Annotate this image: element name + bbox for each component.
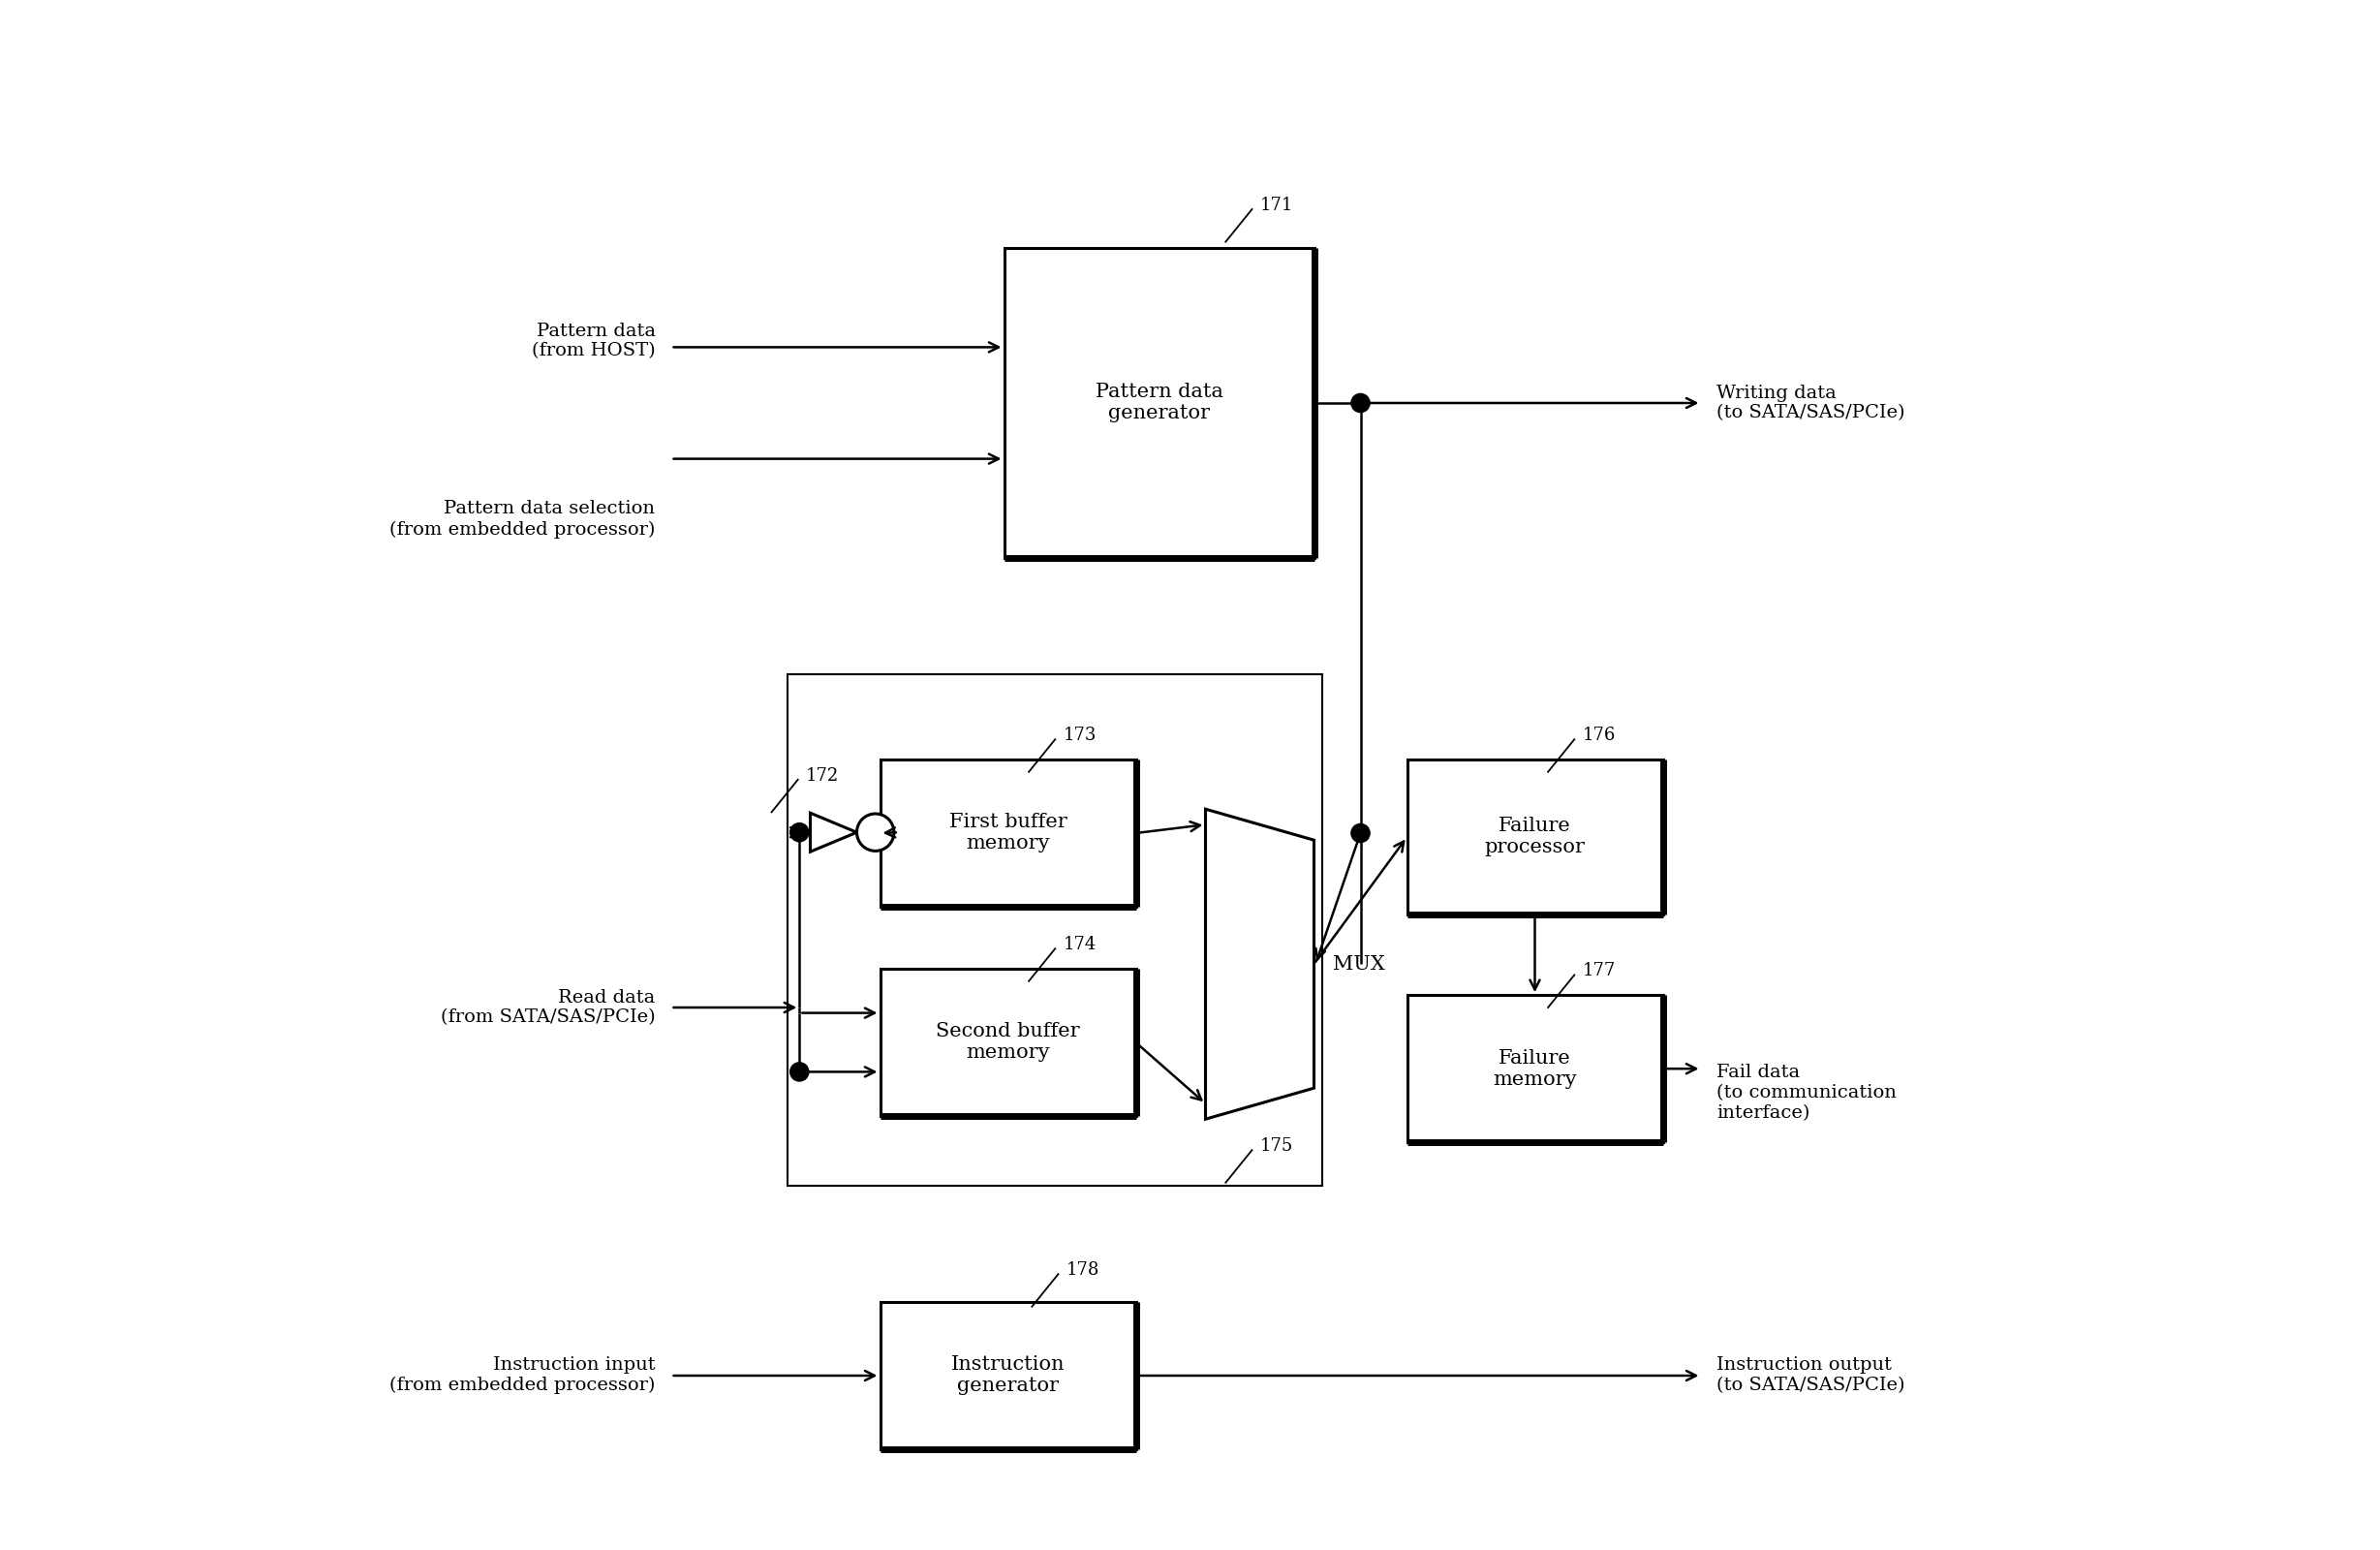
Bar	[1407, 760, 1664, 914]
Polygon shape	[809, 812, 857, 851]
Text: Instruction input
(from embedded processor): Instruction input (from embedded process…	[390, 1356, 654, 1393]
Text: 173: 173	[1064, 727, 1097, 744]
Text: Failure
processor: Failure processor	[1485, 817, 1585, 857]
Text: 174: 174	[1064, 936, 1097, 953]
Bar	[881, 1302, 1135, 1449]
Text: Fail data
(to communication
interface): Fail data (to communication interface)	[1716, 1063, 1897, 1122]
Text: 175: 175	[1259, 1138, 1292, 1155]
Circle shape	[790, 1063, 809, 1082]
Text: Second buffer
memory: Second buffer memory	[935, 1023, 1081, 1062]
Text: Read data
(from SATA/SAS/PCIe): Read data (from SATA/SAS/PCIe)	[440, 989, 654, 1026]
Bar	[881, 969, 1135, 1116]
Circle shape	[1352, 825, 1371, 843]
Polygon shape	[1207, 809, 1314, 1119]
Text: Pattern data
generator: Pattern data generator	[1095, 383, 1223, 423]
Text: Writing data
(to SATA/SAS/PCIe): Writing data (to SATA/SAS/PCIe)	[1716, 384, 1906, 422]
Text: Failure
memory: Failure memory	[1492, 1049, 1578, 1088]
Text: 171: 171	[1259, 197, 1292, 214]
Text: MUX: MUX	[1333, 955, 1385, 973]
Text: 176: 176	[1583, 727, 1616, 744]
Text: 177: 177	[1583, 963, 1616, 980]
Text: First buffer
memory: First buffer memory	[950, 814, 1066, 852]
Circle shape	[1352, 394, 1371, 412]
Bar	[1407, 995, 1664, 1142]
Bar	[788, 674, 1321, 1186]
Circle shape	[790, 823, 809, 842]
Text: Pattern data selection
(from embedded processor): Pattern data selection (from embedded pr…	[390, 501, 654, 538]
Bar	[1004, 248, 1314, 558]
Text: Instruction output
(to SATA/SAS/PCIe): Instruction output (to SATA/SAS/PCIe)	[1716, 1356, 1906, 1393]
Bar	[881, 760, 1135, 907]
Circle shape	[857, 814, 895, 851]
Text: Pattern data
(from HOST): Pattern data (from HOST)	[531, 322, 654, 360]
Text: Instruction
generator: Instruction generator	[952, 1356, 1064, 1395]
Text: 172: 172	[807, 767, 838, 784]
Text: 178: 178	[1066, 1262, 1100, 1279]
